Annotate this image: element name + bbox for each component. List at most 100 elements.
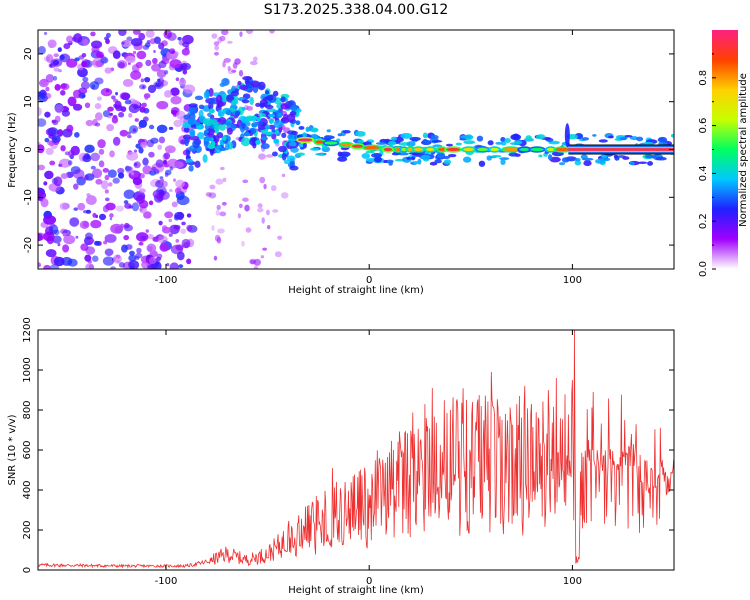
heatmap-ridge-halo <box>462 156 472 163</box>
heatmap-scatter-blob <box>277 112 282 118</box>
snr-plot-area <box>38 330 674 570</box>
heatmap-noise-blob <box>107 169 117 178</box>
x-tick-label: 0 <box>366 275 372 286</box>
heatmap-noise-blob <box>125 55 136 64</box>
heatmap-noise-blob <box>123 189 135 199</box>
heatmap-noise-blob <box>44 111 51 118</box>
heatmap-scatter-blob <box>185 158 193 163</box>
heatmap-ridge-segment <box>340 143 352 147</box>
heatmap-noise-blob <box>94 103 102 110</box>
heatmap-noise-blob <box>136 50 147 60</box>
heatmap-ridge-segment <box>352 144 363 148</box>
heatmap-ridge-halo <box>445 143 454 147</box>
heatmap-noise-blob <box>169 48 176 54</box>
heatmap-noise-blob <box>103 240 108 245</box>
heatmap-scatter-blob <box>281 116 288 122</box>
heatmap-ridge-halo <box>298 126 305 130</box>
heatmap-noise-blob <box>90 31 96 37</box>
heatmap-scatter-blob <box>219 82 226 87</box>
heatmap-noise-blob <box>157 144 162 150</box>
heatmap-noise-blob <box>98 213 107 221</box>
heatmap-noise-blob <box>168 126 174 130</box>
x-tick-label: -100 <box>155 576 178 587</box>
heatmap-noise-blob <box>169 166 173 171</box>
heatmap-ridge-halo <box>312 128 318 132</box>
heatmap-noise-blob <box>130 37 143 47</box>
heatmap-solid-ridge-core <box>568 148 674 151</box>
heatmap-scatter-blob <box>289 165 299 171</box>
heatmap-ridge-halo <box>487 140 494 146</box>
heatmap-noise-blob <box>123 200 129 205</box>
heatmap-noise-blob <box>111 95 116 100</box>
heatmap-scatter-blob <box>251 122 258 128</box>
heatmap-noise-blob <box>131 202 140 212</box>
heatmap-scatter-blob <box>198 104 205 110</box>
heatmap-scatter-blob <box>188 117 195 125</box>
heatmap-noise-blob <box>216 204 221 211</box>
colorbar-tick-label: 0.0 <box>698 261 709 277</box>
heatmap-ridge-halo <box>431 139 443 143</box>
heatmap-noise-blob <box>51 119 57 124</box>
heatmap-noise-blob <box>146 243 157 253</box>
heatmap-ridge-halo <box>538 154 543 158</box>
heatmap-noise-blob <box>265 209 270 216</box>
heatmap-noise-blob <box>211 33 218 39</box>
heatmap-noise-blob <box>120 106 127 113</box>
heatmap-noise-blob <box>112 177 120 184</box>
heatmap-noise-blob <box>169 262 180 269</box>
heatmap-noise-blob <box>143 211 152 219</box>
heatmap-scatter-blob <box>286 113 296 123</box>
heatmap-noise-blob <box>95 178 103 185</box>
heatmap-scatter-blob <box>281 132 287 139</box>
colorbar-label: Normalized spectral amplitude <box>738 73 749 227</box>
heatmap-noise-blob <box>209 184 216 190</box>
heatmap-scatter-blob <box>242 76 253 81</box>
heatmap-noise-blob <box>45 86 50 92</box>
heatmap-scatter-blob <box>295 120 301 126</box>
heatmap-noise-blob <box>102 256 115 266</box>
heatmap-scatter-blob <box>204 129 209 134</box>
heatmap-noise-blob <box>272 209 279 213</box>
heatmap-noise-blob <box>232 62 238 69</box>
heatmap-noise-blob <box>109 213 114 218</box>
y-tick-label: 600 <box>22 440 33 459</box>
heatmap-scatter-blob <box>186 149 191 156</box>
heatmap-noise-blob <box>126 134 132 139</box>
heatmap-noise-blob <box>86 193 91 197</box>
heatmap-ridge-halo <box>574 157 581 162</box>
heatmap-ridge-halo <box>598 139 608 143</box>
heatmap-noise-blob <box>74 57 80 62</box>
heatmap-noise-blob <box>259 176 266 184</box>
heatmap-noise-blob <box>215 178 224 185</box>
heatmap-scatter-blob <box>183 126 190 133</box>
heatmap-noise-blob <box>140 78 145 83</box>
heatmap-noise-blob <box>104 248 114 257</box>
heatmap-ridge-segment <box>490 147 500 152</box>
heatmap-ridge-halo <box>495 141 503 145</box>
heatmap-scatter-blob <box>287 133 294 140</box>
x-tick-label: 100 <box>563 576 582 587</box>
heatmap-noise-blob <box>175 244 184 251</box>
heatmap-ridge-halo <box>408 152 421 155</box>
heatmap-noise-blob <box>164 90 172 98</box>
heatmap-noise-blob <box>138 241 144 246</box>
heatmap-noise-blob <box>173 178 177 182</box>
heatmap-scatter-blob <box>257 81 266 91</box>
heatmap-noise-blob <box>124 99 132 105</box>
heatmap-noise-blob <box>143 93 151 99</box>
heatmap-scatter-blob <box>255 139 261 145</box>
heatmap-noise-blob <box>126 151 139 161</box>
heatmap-ridge-segment <box>555 147 570 152</box>
heatmap-noise-blob <box>85 232 93 240</box>
heatmap-noise-blob <box>138 147 144 154</box>
heatmap-scatter-blob <box>188 103 198 108</box>
heatmap-scatter-blob <box>249 96 254 106</box>
heatmap-noise-blob <box>181 221 186 226</box>
heatmap-scatter-blob <box>288 138 297 142</box>
heatmap-noise-blob <box>121 244 128 253</box>
heatmap-ridge-halo <box>309 147 320 151</box>
heatmap-scatter-blob <box>240 137 251 147</box>
heatmap-noise-blob <box>94 240 100 246</box>
heatmap-scatter-blob <box>222 136 227 141</box>
